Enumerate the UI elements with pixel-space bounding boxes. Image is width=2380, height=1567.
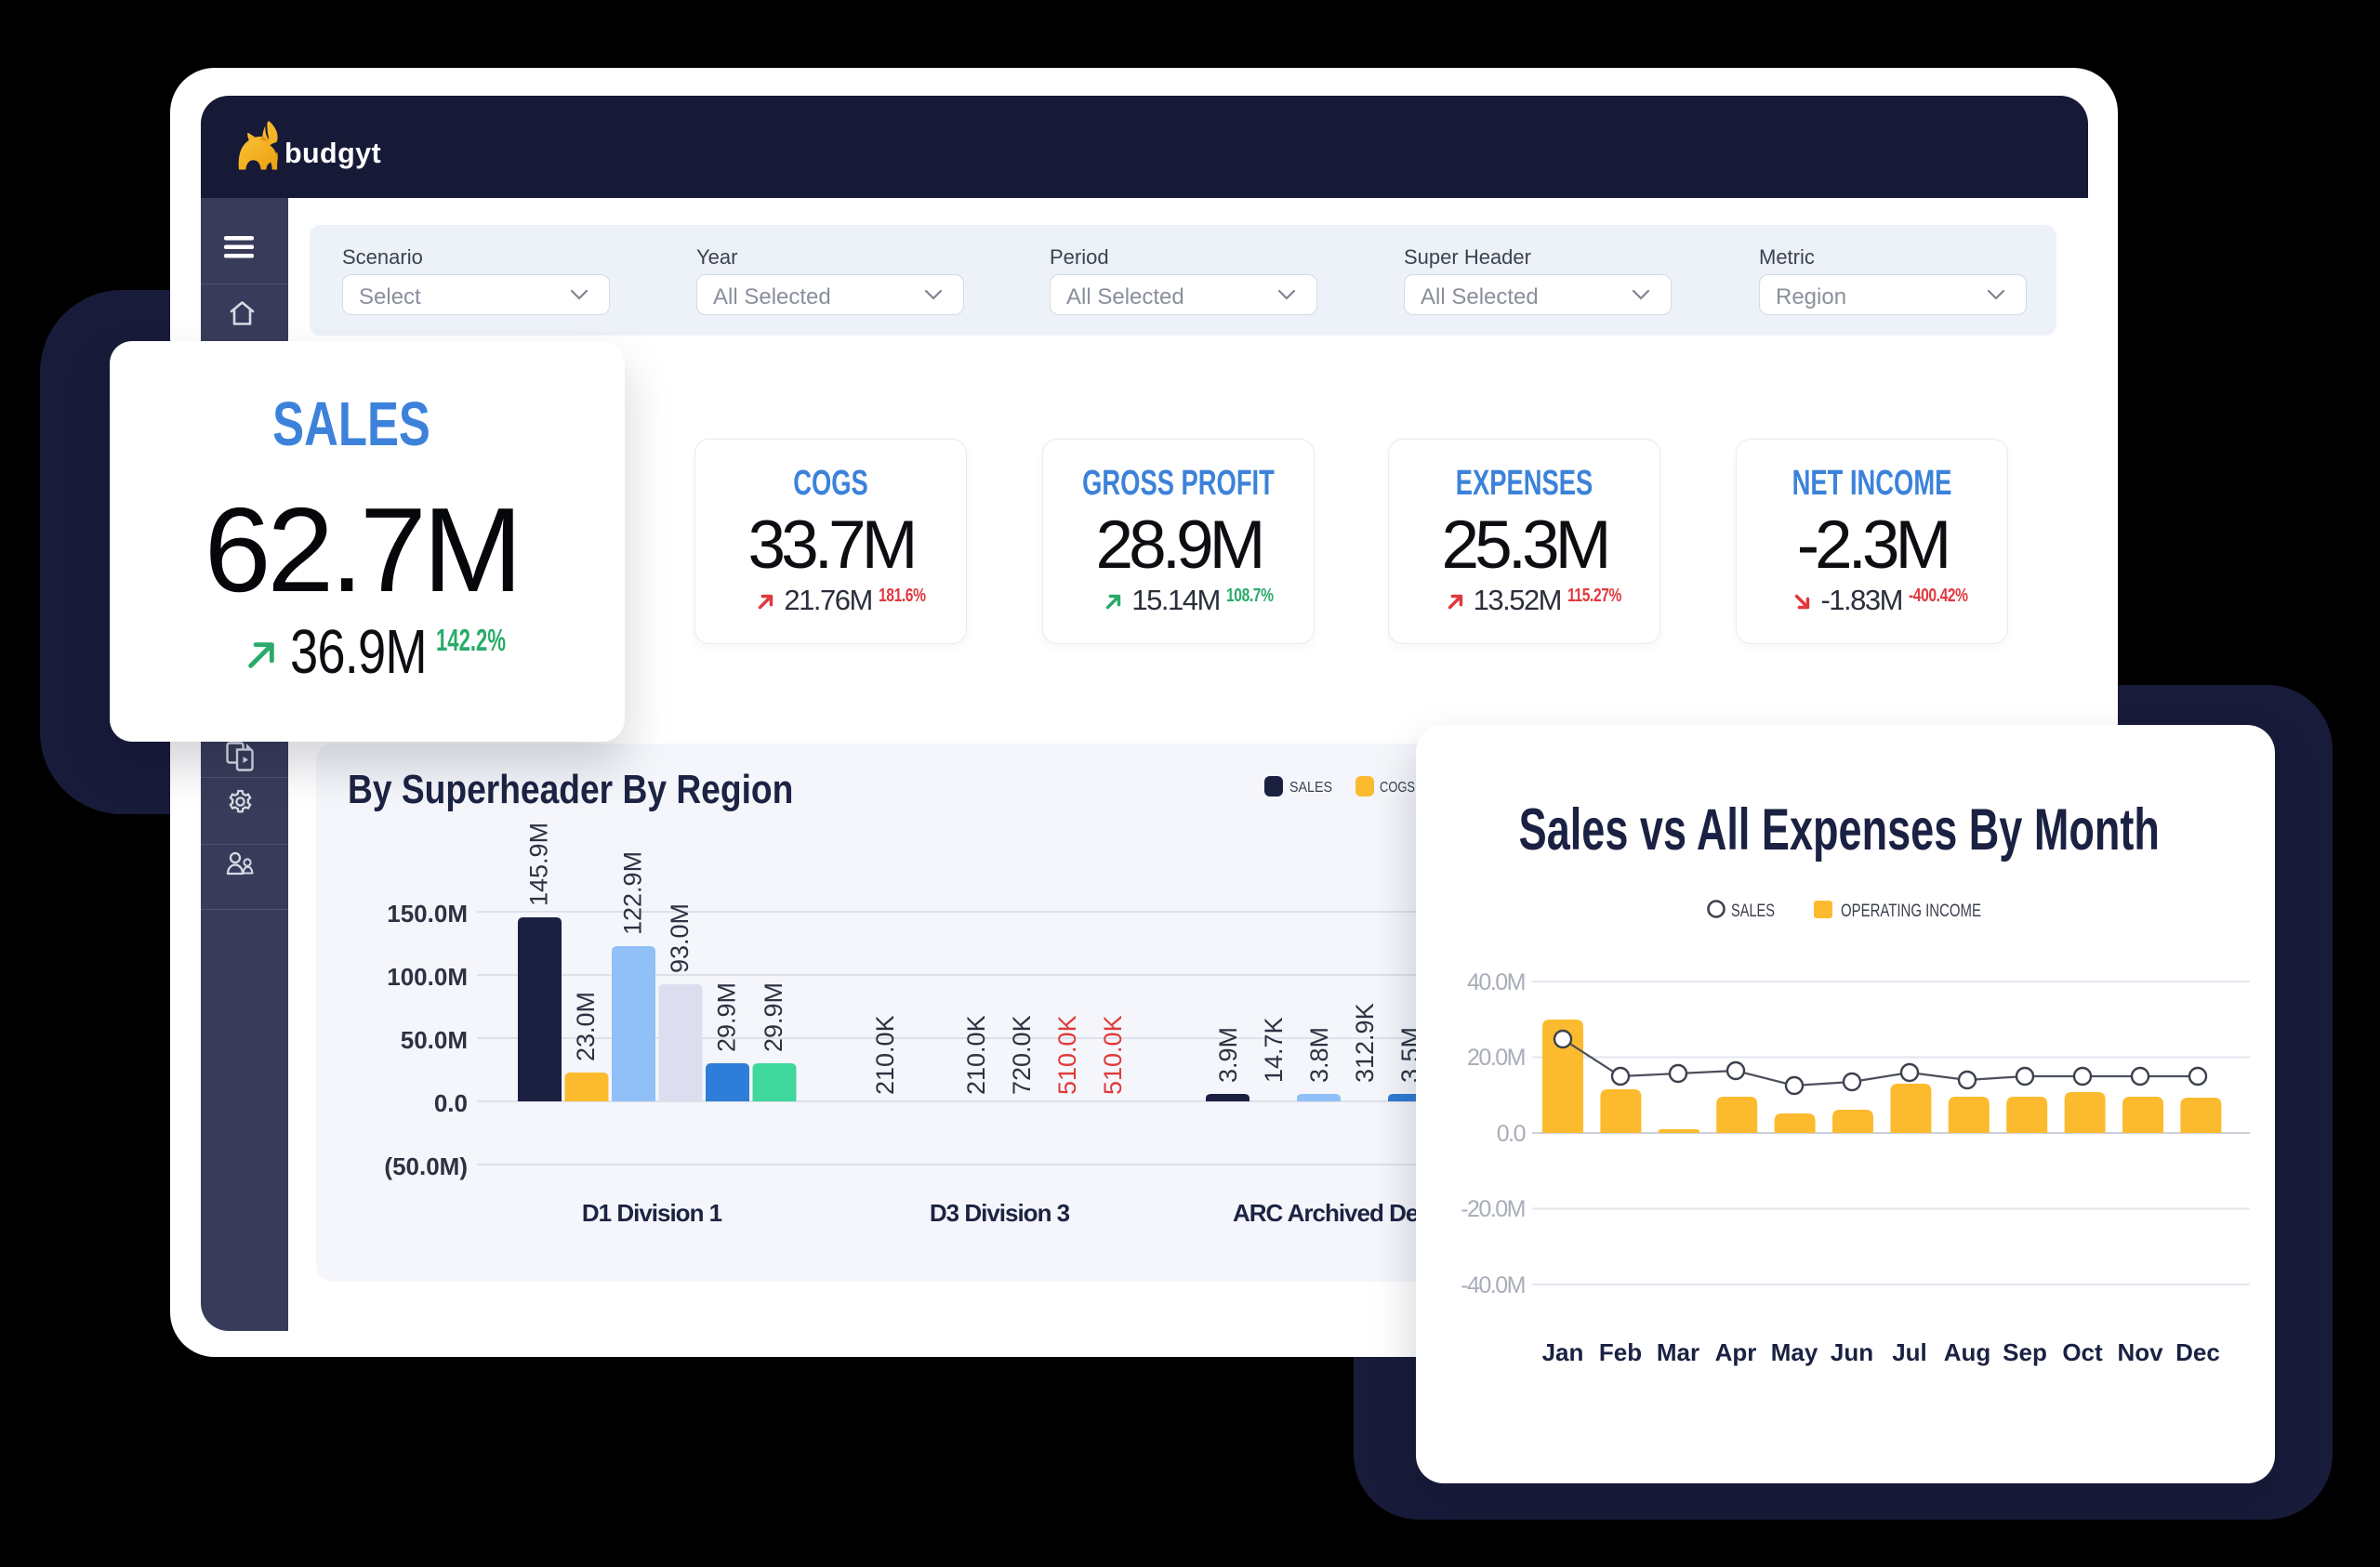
svg-text:-40.0M: -40.0M — [1461, 1272, 1525, 1298]
svg-text:Sep: Sep — [2003, 1338, 2047, 1366]
svg-text:Feb: Feb — [1599, 1338, 1642, 1366]
svg-text:(50.0M): (50.0M) — [384, 1152, 468, 1180]
svg-text:May: May — [1771, 1338, 1818, 1366]
svg-text:OPERATING INCOME: OPERATING INCOME — [1841, 902, 1981, 921]
svg-text:Nov: Nov — [2117, 1338, 2163, 1366]
svg-text:3.9M: 3.9M — [1214, 1027, 1242, 1083]
svg-text:93.0M: 93.0M — [666, 903, 694, 973]
svg-text:SALES: SALES — [1289, 780, 1332, 796]
svg-text:210.0K: 210.0K — [871, 1015, 899, 1095]
svg-text:Aug: Aug — [1944, 1338, 1991, 1366]
svg-text:23.0M: 23.0M — [572, 992, 600, 1061]
svg-text:720.0K: 720.0K — [1008, 1015, 1036, 1095]
svg-text:D1 Division 1: D1 Division 1 — [582, 1199, 722, 1227]
svg-text:Mar: Mar — [1657, 1338, 1699, 1366]
svg-text:Dec: Dec — [2175, 1338, 2220, 1366]
svg-text:0.0: 0.0 — [1497, 1121, 1526, 1147]
svg-text:Oct: Oct — [2062, 1338, 2103, 1366]
svg-text:150.0M: 150.0M — [387, 900, 468, 928]
svg-text:D3 Division 3: D3 Division 3 — [930, 1199, 1070, 1227]
svg-text:SALES: SALES — [1731, 902, 1775, 921]
svg-text:Jun: Jun — [1831, 1338, 1873, 1366]
svg-text:20.0M: 20.0M — [1467, 1045, 1525, 1071]
svg-text:29.9M: 29.9M — [760, 982, 787, 1052]
svg-text:40.0M: 40.0M — [1467, 969, 1525, 995]
svg-text:210.0K: 210.0K — [962, 1015, 990, 1095]
svg-text:Jan: Jan — [1542, 1338, 1584, 1366]
svg-text:100.0M: 100.0M — [387, 963, 468, 991]
svg-text:-20.0M: -20.0M — [1461, 1196, 1525, 1222]
svg-text:0.0: 0.0 — [434, 1089, 468, 1117]
svg-text:Jul: Jul — [1892, 1338, 1927, 1366]
svg-text:COGS: COGS — [1380, 780, 1415, 796]
svg-text:122.9M: 122.9M — [619, 851, 647, 935]
svg-text:29.9M: 29.9M — [713, 982, 741, 1052]
svg-text:3.8M: 3.8M — [1305, 1027, 1333, 1083]
svg-text:510.0K: 510.0K — [1053, 1015, 1081, 1095]
svg-text:14.7K: 14.7K — [1260, 1017, 1288, 1083]
svg-text:312.9K: 312.9K — [1351, 1003, 1379, 1083]
svg-text:Apr: Apr — [1715, 1338, 1757, 1366]
svg-text:145.9M: 145.9M — [525, 823, 553, 906]
svg-text:510.0K: 510.0K — [1099, 1015, 1127, 1095]
svg-text:50.0M: 50.0M — [401, 1026, 468, 1054]
